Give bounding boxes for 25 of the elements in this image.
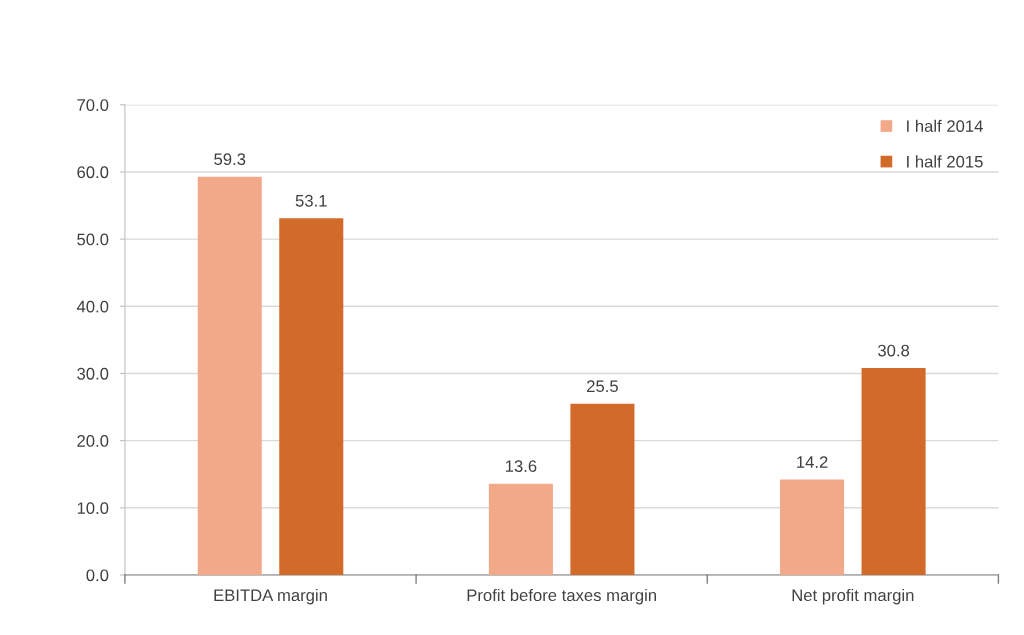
x-tick-label: Profit before taxes margin: [467, 588, 656, 605]
bar: [861, 368, 926, 575]
bar: [570, 403, 635, 575]
y-tick-label: 20.0: [77, 435, 109, 447]
y-tick-label: 0.0: [86, 569, 109, 582]
legend-label: I half 2014: [907, 119, 983, 133]
bar: [197, 176, 262, 575]
data-label: 13.6: [505, 460, 537, 473]
bar: [279, 218, 344, 575]
bar: [780, 479, 845, 575]
data-label: 14.2: [797, 456, 828, 468]
legend-label: I half 2015: [907, 155, 983, 168]
y-tick-label: 10.0: [77, 502, 109, 515]
data-label: 25.5: [587, 380, 618, 393]
y-tick-label: 70.0: [77, 99, 109, 111]
data-label: 53.1: [295, 194, 327, 207]
y-tick-label: 30.0: [77, 367, 109, 380]
bar: [488, 483, 553, 575]
y-tick-label: 50.0: [77, 233, 109, 246]
data-label: 30.8: [878, 344, 910, 357]
x-tick-label: EBITDA margin: [214, 588, 327, 605]
data-label: 59.3: [214, 153, 246, 166]
y-tick-label: 40.0: [76, 300, 109, 313]
y-tick-label: 60.0: [77, 166, 109, 179]
x-tick-label: Net profit margin: [792, 588, 914, 605]
